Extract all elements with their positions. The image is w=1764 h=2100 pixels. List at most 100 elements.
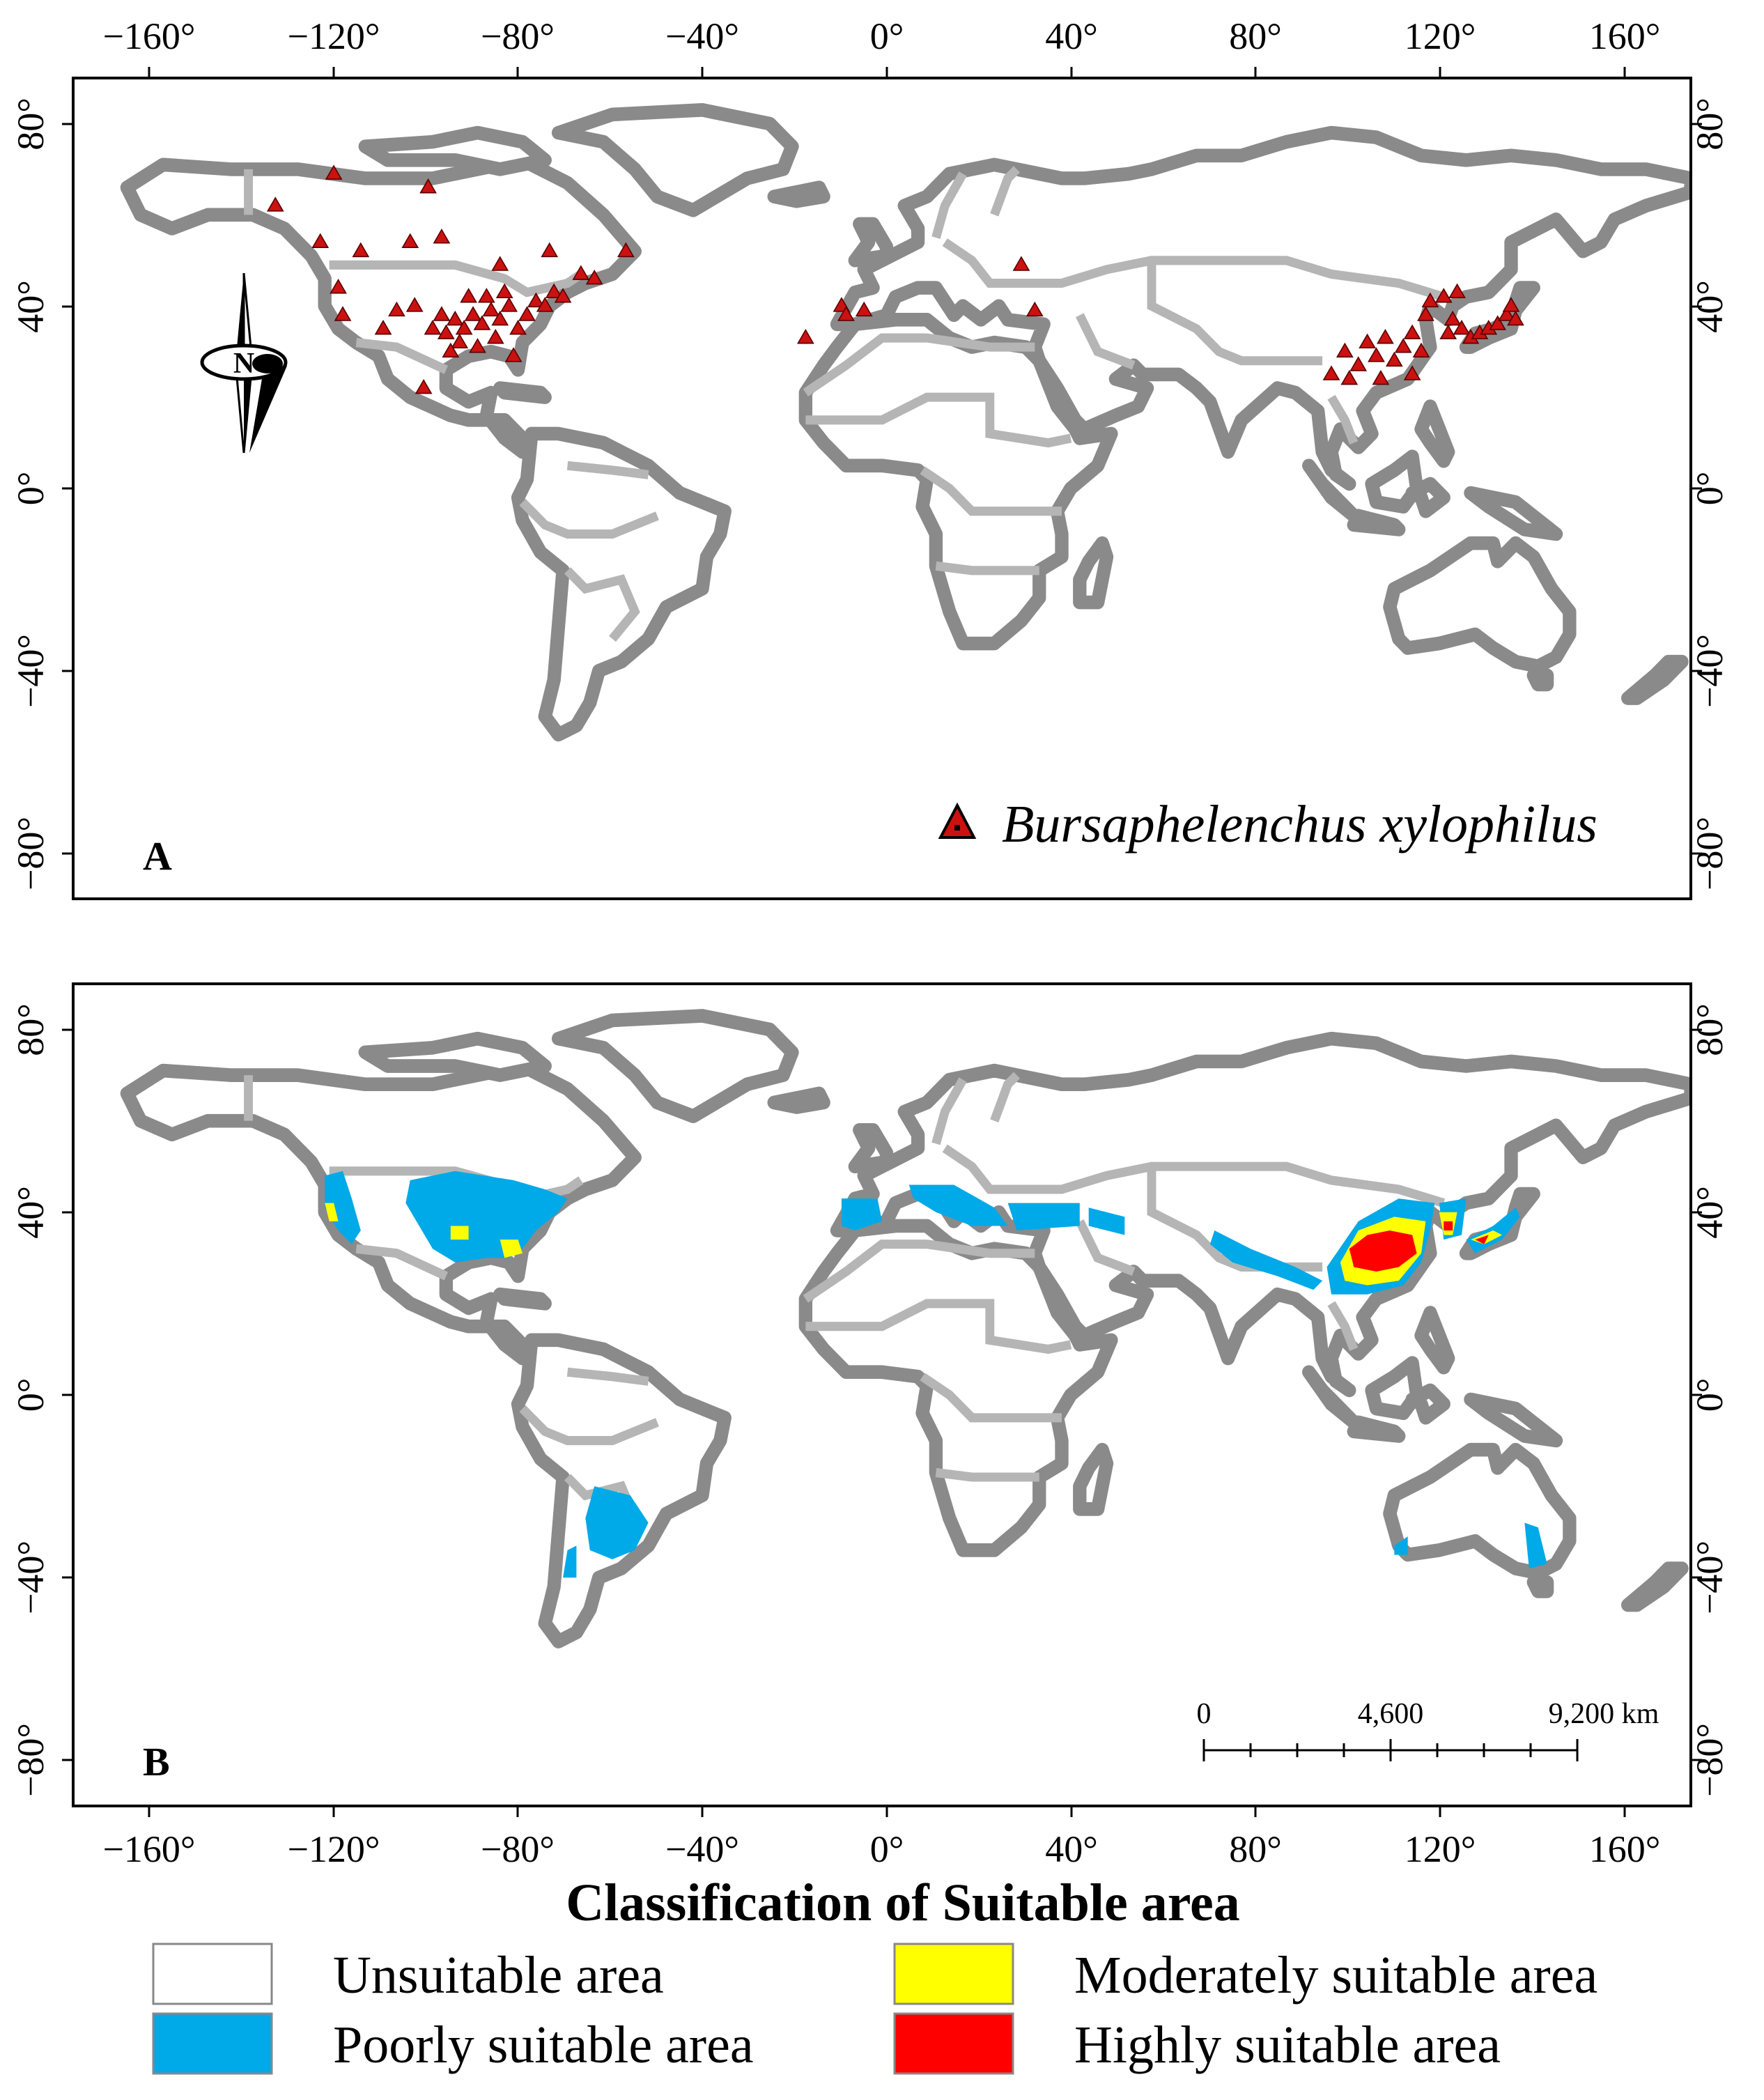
lat-tick-label: 80°	[10, 1003, 52, 1056]
legend-swatch	[893, 1943, 1014, 2005]
panel-b-ticks	[62, 1028, 1702, 1817]
occurrence-point	[405, 297, 424, 312]
occurrence-point	[352, 242, 370, 258]
scale-bar-label: 4,600	[1358, 1698, 1424, 1730]
suitability-region	[1007, 1203, 1080, 1230]
panel-b-lat-labels-left: 80° 40° 0° −40° −80°	[10, 1003, 52, 1797]
occurrence-point	[460, 288, 477, 303]
occurrence-point	[478, 288, 495, 303]
occurrence-point	[554, 288, 572, 303]
occurrence-point	[1349, 356, 1368, 371]
occurrence-point	[1421, 292, 1439, 308]
lon-tick-label: 0°	[870, 15, 904, 57]
occurrence-point	[388, 301, 405, 317]
occurrence-point	[495, 283, 513, 298]
occurrence-point	[437, 324, 455, 339]
legend-swatch	[152, 1943, 273, 2005]
legend-label: Highly suitable area	[1074, 2016, 1501, 2074]
lon-tick-label: 120°	[1405, 15, 1476, 57]
lat-tick-label: 40°	[1689, 280, 1731, 333]
occurrence-point	[1417, 306, 1434, 321]
occurrence-point	[1502, 297, 1520, 312]
occurrence-point	[527, 292, 545, 308]
occurrence-point	[545, 283, 563, 298]
panel-b-map	[127, 1016, 1691, 1642]
occurrence-point	[1372, 369, 1390, 385]
lon-tick-label: −120°	[287, 15, 380, 57]
occurrence-point	[585, 269, 603, 285]
legend-label: Unsuitable area	[333, 1946, 664, 2005]
panel-b-letter: B	[143, 1739, 170, 1784]
legend-item-unsuitable: Unsuitable area	[152, 1943, 664, 2005]
suitability-region	[1349, 1230, 1417, 1272]
lon-tick-label: 160°	[1589, 15, 1661, 57]
legend-swatch	[893, 2012, 1014, 2075]
lat-tick-label: −40°	[10, 634, 52, 708]
legend-item-poorly-suitable: Poorly suitable area	[152, 2012, 754, 2075]
scale-bar-label: 9,200 km	[1549, 1698, 1659, 1730]
suitability-region	[841, 1198, 882, 1230]
lon-tick-label: −80°	[481, 15, 555, 57]
occurrence-point	[451, 333, 469, 348]
lat-tick-label: −40°	[1689, 634, 1731, 708]
occurrence-point	[837, 306, 855, 321]
lat-tick-label: −40°	[10, 1541, 52, 1614]
north-arrow-letter: N	[233, 348, 254, 380]
occurrence-point	[541, 242, 559, 258]
lon-tick-label: 40°	[1045, 1828, 1098, 1870]
suitability-region	[325, 1171, 361, 1244]
occurrence-point	[1340, 369, 1359, 385]
lon-tick-label: 0°	[870, 1828, 904, 1870]
occurrence-point	[1434, 288, 1453, 303]
occurrence-point	[1489, 315, 1507, 330]
panel-a-lat-labels-left: 80° 40° 0° −40° −80°	[10, 98, 52, 890]
suitability-region	[563, 1545, 577, 1578]
suitability-region	[908, 1184, 1008, 1226]
lon-tick-label: −40°	[665, 1828, 739, 1870]
occurrence-point	[500, 297, 518, 312]
lon-tick-label: −120°	[287, 1828, 380, 1870]
lat-tick-label: −80°	[1689, 1723, 1731, 1797]
occurrence-point	[442, 342, 460, 358]
occurrence-point	[1444, 310, 1462, 326]
lat-tick-label: −80°	[10, 1723, 52, 1797]
legend-label: Moderately suitable area	[1074, 1946, 1597, 2005]
panel-a-ticks	[62, 67, 1702, 855]
occurrence-point	[401, 233, 419, 249]
lat-tick-label: 80°	[10, 98, 52, 150]
occurrence-point	[1368, 347, 1385, 362]
occurrence-point	[473, 315, 491, 330]
occurrence-point	[446, 310, 464, 326]
lat-tick-label: 0°	[1689, 472, 1731, 506]
lon-tick-labels-bottom: −160° −120° −80° −40° 0° 40° 80° 120° 16…	[102, 1828, 1660, 1870]
occurrence-point	[330, 279, 347, 294]
occurrence-point	[1377, 329, 1394, 344]
occurrence-point	[455, 319, 473, 335]
occurrence-point	[572, 265, 590, 280]
lat-tick-label: −80°	[1689, 817, 1731, 890]
occurrence-point	[374, 319, 392, 335]
panel-a-map	[127, 110, 1691, 735]
occurrence-point	[1322, 365, 1340, 380]
occurrence-point	[469, 338, 486, 353]
occurrence-point	[536, 297, 554, 312]
occurrence-point	[1403, 324, 1421, 339]
occurrence-point	[1439, 324, 1457, 339]
lat-tick-label: −40°	[1689, 1541, 1731, 1614]
occurrence-point	[855, 301, 873, 317]
legend-item-moderately-suitable: Moderately suitable area	[893, 1943, 1597, 2005]
lat-tick-label: 0°	[10, 1378, 52, 1412]
lon-tick-label: 40°	[1045, 15, 1098, 57]
lon-tick-label: 80°	[1229, 1828, 1282, 1870]
suitability-region	[585, 1486, 649, 1559]
legend-label: Poorly suitable area	[333, 2016, 754, 2074]
occurrence-point	[486, 329, 504, 344]
occurrence-point	[433, 229, 451, 244]
occurrence-point	[1359, 333, 1376, 348]
lat-tick-label: 40°	[1689, 1186, 1731, 1239]
occurrence-point	[419, 178, 437, 194]
occurrence-point	[1448, 283, 1466, 298]
legend-title: Classification of Suitable area	[566, 1874, 1240, 1932]
panel-a-lat-labels-right: 80° 40° 0° −40° −80°	[1689, 98, 1731, 890]
lat-tick-label: 0°	[1689, 1378, 1731, 1412]
